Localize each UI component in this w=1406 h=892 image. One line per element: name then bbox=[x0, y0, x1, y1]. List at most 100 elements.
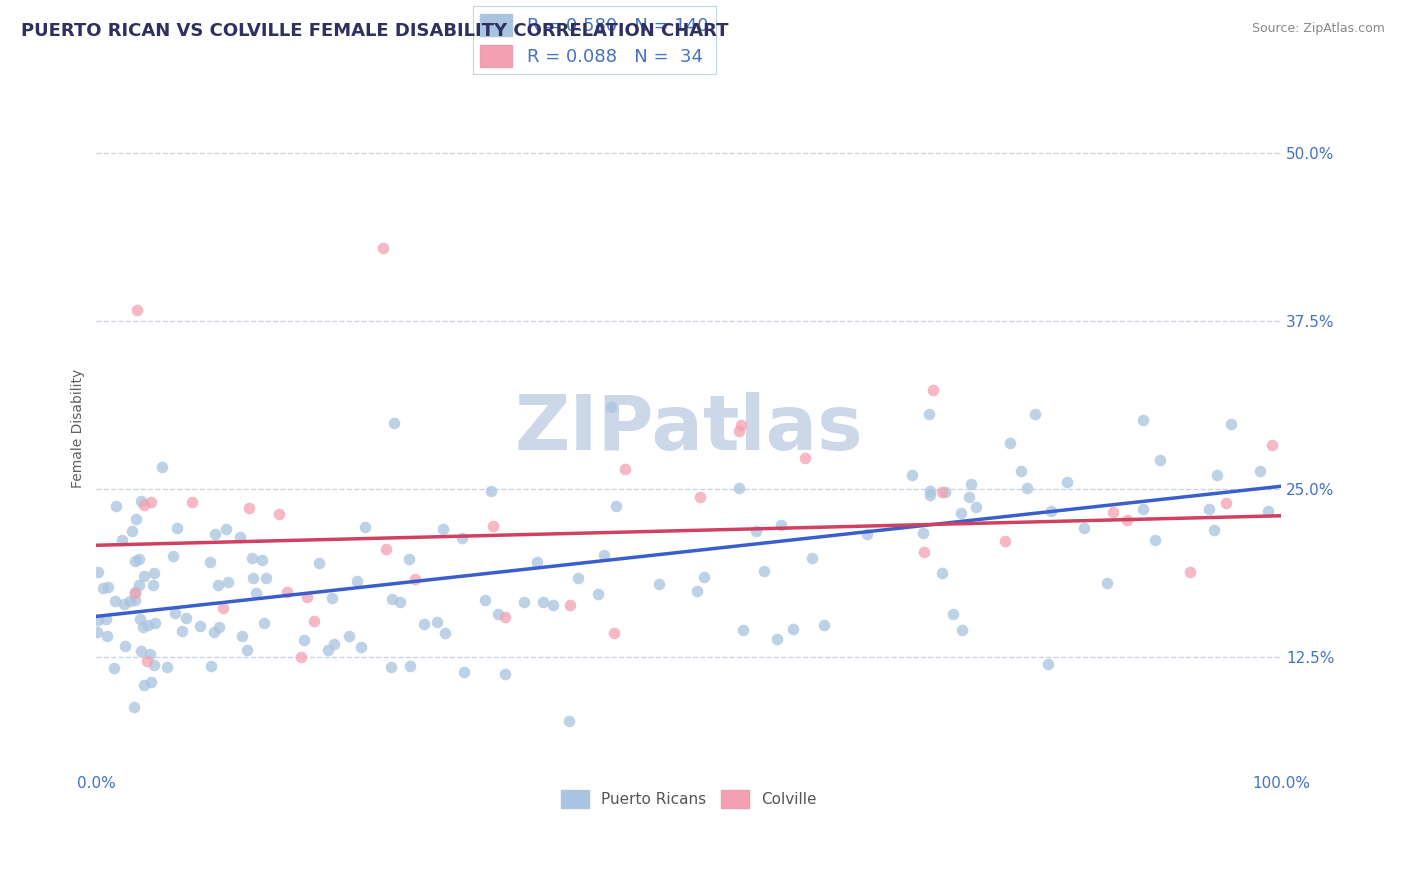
Point bbox=[1036, 657, 1059, 671]
Point bbox=[793, 451, 815, 466]
Point bbox=[993, 534, 1015, 549]
Legend: Puerto Ricans, Colville: Puerto Ricans, Colville bbox=[555, 783, 823, 814]
Point bbox=[1116, 513, 1139, 527]
Point bbox=[238, 500, 260, 515]
Text: PUERTO RICAN VS COLVILLE FEMALE DISABILITY CORRELATION CHART: PUERTO RICAN VS COLVILLE FEMALE DISABILI… bbox=[21, 22, 728, 40]
Point bbox=[1132, 501, 1154, 516]
Point bbox=[240, 551, 263, 566]
Point bbox=[242, 570, 264, 584]
Point bbox=[686, 583, 709, 598]
Point bbox=[950, 623, 973, 637]
Point bbox=[957, 491, 980, 505]
Point bbox=[931, 484, 953, 499]
Point bbox=[198, 555, 221, 569]
Point bbox=[912, 544, 935, 558]
Text: Source: ZipAtlas.com: Source: ZipAtlas.com bbox=[1251, 22, 1385, 36]
Point bbox=[124, 593, 146, 607]
Point bbox=[245, 586, 267, 600]
Point bbox=[901, 468, 924, 483]
Point bbox=[766, 632, 789, 647]
Point bbox=[128, 578, 150, 592]
Point bbox=[212, 601, 235, 615]
Point bbox=[125, 302, 148, 317]
Point bbox=[398, 552, 420, 566]
Point bbox=[599, 400, 621, 414]
Point bbox=[1249, 464, 1271, 478]
Point bbox=[426, 615, 449, 629]
Point bbox=[782, 622, 804, 636]
Point bbox=[139, 647, 162, 661]
Point bbox=[96, 612, 118, 626]
Point bbox=[404, 572, 426, 586]
Point bbox=[162, 549, 184, 563]
Point bbox=[731, 623, 754, 637]
Point bbox=[132, 498, 155, 512]
Point bbox=[129, 494, 152, 508]
Point bbox=[922, 383, 945, 397]
Point bbox=[290, 649, 312, 664]
Point bbox=[150, 459, 173, 474]
Point bbox=[389, 595, 412, 609]
Point bbox=[1204, 523, 1226, 537]
Point bbox=[918, 488, 941, 502]
Point bbox=[479, 484, 502, 499]
Point bbox=[118, 594, 141, 608]
Point bbox=[1260, 438, 1282, 452]
Point bbox=[346, 574, 368, 588]
Point bbox=[124, 585, 146, 599]
Point bbox=[934, 484, 956, 499]
Point bbox=[931, 566, 953, 581]
Point bbox=[121, 524, 143, 538]
Point bbox=[1010, 464, 1032, 478]
Point bbox=[856, 526, 879, 541]
Point bbox=[558, 714, 581, 728]
Point bbox=[813, 617, 835, 632]
Point bbox=[1073, 520, 1095, 534]
Point bbox=[217, 574, 239, 589]
Point bbox=[451, 531, 474, 545]
Point bbox=[1000, 435, 1022, 450]
Point bbox=[959, 477, 981, 491]
Point bbox=[166, 521, 188, 535]
Point bbox=[87, 565, 110, 579]
Point bbox=[132, 619, 155, 633]
Point bbox=[337, 629, 360, 643]
Point bbox=[801, 551, 824, 566]
Point bbox=[112, 597, 135, 611]
Point bbox=[567, 571, 589, 585]
Point bbox=[142, 577, 165, 591]
Point bbox=[371, 241, 394, 255]
Point bbox=[91, 581, 114, 595]
Point bbox=[207, 620, 229, 634]
Point bbox=[752, 564, 775, 578]
Point bbox=[494, 610, 516, 624]
Point bbox=[97, 580, 120, 594]
Point bbox=[494, 667, 516, 681]
Point bbox=[382, 417, 405, 431]
Point bbox=[124, 585, 146, 599]
Point bbox=[111, 533, 134, 548]
Point bbox=[730, 417, 752, 432]
Point bbox=[143, 615, 166, 630]
Point bbox=[432, 522, 454, 536]
Point bbox=[235, 643, 257, 657]
Point bbox=[114, 639, 136, 653]
Point bbox=[350, 640, 373, 655]
Point bbox=[689, 490, 711, 504]
Point bbox=[1143, 533, 1166, 547]
Point bbox=[96, 629, 118, 643]
Point bbox=[141, 674, 163, 689]
Point bbox=[558, 599, 581, 613]
Point bbox=[648, 576, 671, 591]
Point bbox=[231, 629, 253, 643]
Point bbox=[250, 553, 273, 567]
Point bbox=[316, 643, 339, 657]
Point bbox=[1102, 505, 1125, 519]
Point bbox=[605, 500, 627, 514]
Point bbox=[1257, 504, 1279, 518]
Point bbox=[181, 495, 204, 509]
Point bbox=[603, 626, 626, 640]
Y-axis label: Female Disability: Female Disability bbox=[72, 369, 86, 488]
Point bbox=[1015, 481, 1038, 495]
Point bbox=[918, 407, 941, 421]
